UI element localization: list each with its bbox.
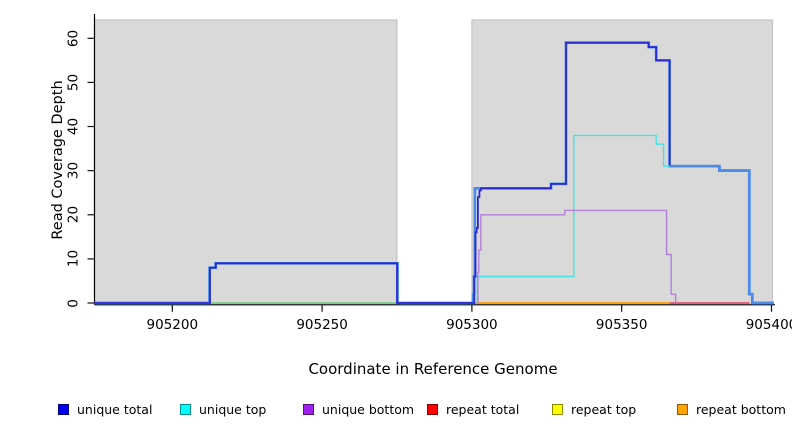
legend-swatch-repeat-bottom	[677, 403, 688, 415]
y-tick-label-60: 60	[65, 29, 82, 47]
legend-swatch-unique-bottom	[303, 403, 314, 415]
y-axis-title: Read Coverage Depth	[50, 80, 66, 240]
unique-region-left	[93, 19, 398, 305]
y-tick-label-40: 40	[65, 117, 82, 136]
legend-item-unique-bottom: unique bottom	[303, 399, 414, 419]
x-tick-label-905200: 905200	[146, 317, 199, 333]
legend-label: repeat total	[446, 401, 520, 417]
unique-region-right	[471, 19, 773, 305]
legend-item-unique-total: unique total	[58, 399, 152, 419]
legend-label: unique bottom	[322, 401, 415, 417]
legend-swatch-repeat-total	[427, 403, 438, 415]
legend-item-repeat-bottom: repeat bottom	[677, 399, 786, 419]
y-tick-label-50: 50	[65, 73, 82, 91]
legend-item-repeat-total: repeat total	[427, 399, 519, 419]
y-tick-label-10: 10	[65, 250, 82, 268]
series-unique-total	[94, 41, 671, 304]
legend-label: repeat top	[571, 401, 637, 417]
legend-swatch-unique-total	[58, 403, 69, 415]
legend-item-unique-top: unique top	[180, 399, 266, 419]
legend-swatch-unique-top	[180, 403, 191, 415]
x-tick-label-905300: 905300	[446, 317, 498, 333]
y-tick-label-30: 30	[65, 162, 82, 180]
legend-label: unique top	[199, 401, 267, 417]
legend-swatch-repeat-top	[552, 403, 563, 415]
legend-label: repeat bottom	[696, 401, 786, 417]
x-axis-title: Coordinate in Reference Genome	[308, 360, 558, 378]
x-tick-label-905350: 905350	[595, 317, 648, 333]
legend-item-repeat-top: repeat top	[552, 399, 636, 419]
series-unique-bottom	[476, 209, 677, 304]
y-tick-label-20: 20	[65, 206, 82, 224]
legend-label: unique total	[77, 401, 153, 417]
y-tick-label-0: 0	[65, 298, 82, 308]
series-total-unlabeled-light-blue-line--tail-overlay	[669, 164, 774, 305]
legend: unique total unique top unique bottom repea…	[0, 399, 792, 421]
x-tick-label-905250: 905250	[296, 317, 348, 333]
